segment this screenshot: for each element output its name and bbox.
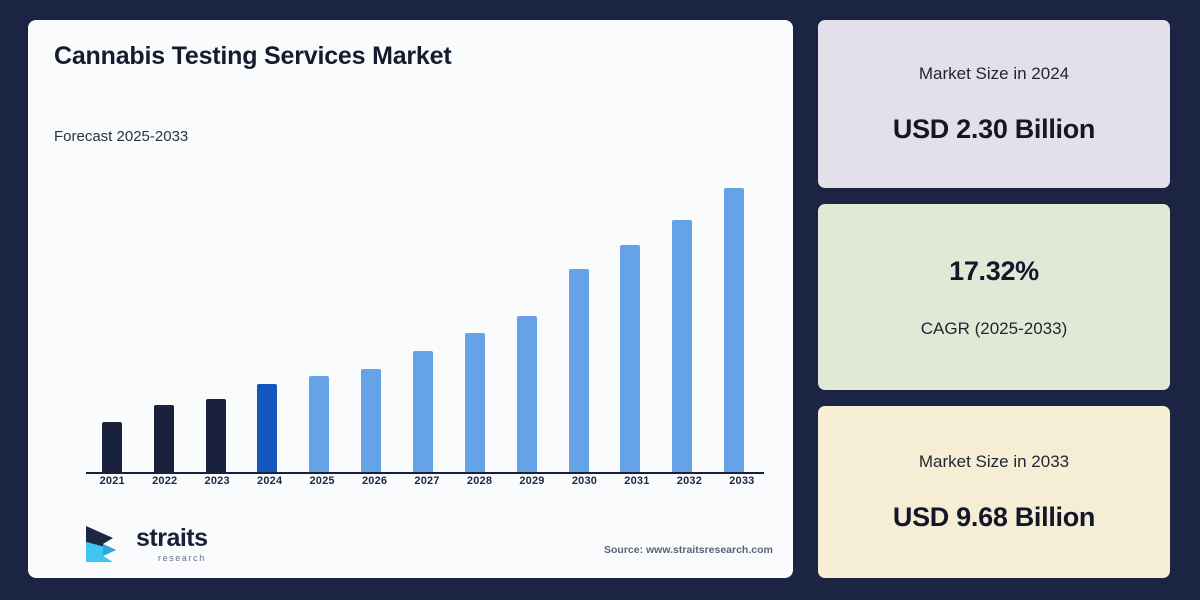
bar-slot bbox=[656, 160, 708, 472]
bar-slot bbox=[397, 160, 449, 472]
tick-label-2021: 2021 bbox=[99, 475, 125, 487]
bar-slot bbox=[293, 160, 345, 472]
stat-card-market-size-2024: Market Size in 2024 USD 2.30 Billion bbox=[818, 20, 1170, 188]
bar-2033 bbox=[724, 188, 745, 472]
bar-2028 bbox=[464, 333, 485, 472]
logo-subtext: research bbox=[158, 552, 206, 563]
tick-label-2029: 2029 bbox=[519, 475, 545, 487]
bar-slot bbox=[604, 160, 656, 472]
source-attribution: Source: www.straitsresearch.com bbox=[604, 544, 773, 556]
logo-text: straits research bbox=[136, 523, 208, 563]
bar-2021 bbox=[101, 422, 122, 472]
arrow-logo-icon bbox=[86, 526, 116, 562]
x-axis-line bbox=[86, 472, 764, 474]
bar-series bbox=[86, 160, 760, 472]
bar-2029 bbox=[516, 316, 537, 472]
bar-slot bbox=[553, 160, 605, 472]
bar-2023 bbox=[205, 399, 226, 472]
bar-2022 bbox=[153, 405, 174, 472]
bar-2025 bbox=[309, 376, 330, 472]
bar-2032 bbox=[672, 220, 693, 472]
bar-2030 bbox=[568, 269, 589, 472]
tick-label-2032: 2032 bbox=[676, 475, 703, 487]
logo-wordmark: straits bbox=[136, 523, 208, 552]
tick-label-2023: 2023 bbox=[204, 475, 230, 487]
tick-label-2033: 2033 bbox=[729, 475, 755, 487]
bar-chart-plot bbox=[58, 160, 768, 474]
bar-slot bbox=[345, 160, 397, 472]
stat-card-value: USD 9.68 Billion bbox=[892, 501, 1096, 532]
straits-research-logo: straits research bbox=[83, 523, 208, 565]
bar-slot bbox=[501, 160, 553, 472]
bar-slot bbox=[708, 160, 760, 472]
tick-label-2027: 2027 bbox=[414, 475, 440, 487]
tick-label-2024: 2024 bbox=[257, 475, 283, 487]
stat-card-value: USD 2.30 Billion bbox=[892, 113, 1096, 144]
stat-card-market-size-2033: Market Size in 2033 USD 9.68 Billion bbox=[818, 406, 1170, 578]
bar-2027 bbox=[412, 351, 433, 472]
bar-slot bbox=[190, 160, 242, 472]
bar-2031 bbox=[620, 245, 641, 472]
stat-card-label: Market Size in 2024 bbox=[918, 63, 1070, 83]
tick-label-2031: 2031 bbox=[624, 475, 650, 487]
stat-card-label: Market Size in 2033 bbox=[918, 451, 1070, 471]
bar-slot bbox=[86, 160, 138, 472]
tick-label-2022: 2022 bbox=[152, 475, 178, 487]
tick-label-2026: 2026 bbox=[361, 475, 388, 487]
bar-slot bbox=[138, 160, 190, 472]
stat-card-cagr: 17.32% CAGR (2025-2033) bbox=[818, 204, 1170, 390]
x-axis-tick-labels: 2021 2022 2023 2024 2025 2026 2027 2028 2029 2030… bbox=[86, 475, 768, 487]
tick-label-2028: 2028 bbox=[466, 475, 493, 487]
tick-label-2030: 2030 bbox=[571, 475, 598, 487]
bar-2024 bbox=[257, 384, 278, 472]
chart-subtitle: Forecast 2025-2033 bbox=[54, 128, 189, 145]
chart-panel: Cannabis Testing Services Market Forecas… bbox=[28, 20, 793, 578]
page-title: Cannabis Testing Services Market bbox=[54, 42, 452, 70]
stat-card-value: 17.32% bbox=[949, 255, 1039, 286]
bar-slot bbox=[449, 160, 501, 472]
bar-slot bbox=[242, 160, 294, 472]
bar-2026 bbox=[361, 369, 382, 472]
tick-label-2025: 2025 bbox=[309, 475, 335, 487]
stat-card-label: CAGR (2025-2033) bbox=[920, 318, 1068, 338]
